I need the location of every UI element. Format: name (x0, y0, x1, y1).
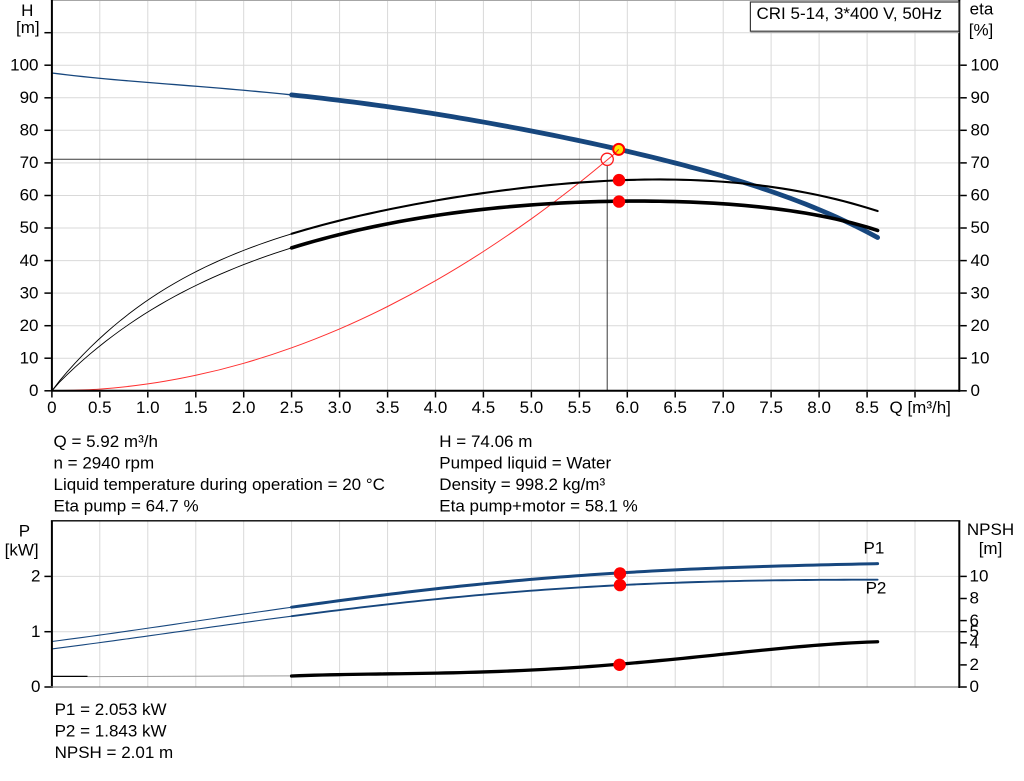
svg-text:20: 20 (971, 316, 990, 335)
svg-text:7.0: 7.0 (711, 398, 735, 417)
svg-text:40: 40 (20, 251, 39, 270)
svg-text:0.5: 0.5 (88, 398, 112, 417)
svg-text:[kW]: [kW] (5, 541, 39, 560)
svg-text:2: 2 (31, 567, 40, 586)
svg-text:30: 30 (971, 283, 990, 302)
svg-text:4: 4 (970, 633, 979, 652)
svg-text:5.5: 5.5 (568, 398, 592, 417)
svg-text:1: 1 (31, 622, 40, 641)
svg-text:Eta pump+motor = 58.1 %: Eta pump+motor = 58.1 % (439, 496, 637, 515)
svg-text:3.5: 3.5 (376, 398, 400, 417)
svg-text:H: H (21, 1, 33, 20)
svg-text:80: 80 (971, 121, 990, 140)
svg-text:2: 2 (970, 655, 979, 674)
svg-text:4.5: 4.5 (472, 398, 496, 417)
svg-text:100: 100 (971, 55, 999, 74)
svg-text:60: 60 (20, 186, 39, 205)
svg-text:[%]: [%] (969, 21, 994, 40)
svg-text:50: 50 (971, 218, 990, 237)
svg-text:3.0: 3.0 (328, 398, 352, 417)
svg-text:1.0: 1.0 (136, 398, 160, 417)
svg-text:2.5: 2.5 (280, 398, 304, 417)
svg-text:Pumped liquid = Water: Pumped liquid = Water (439, 453, 611, 472)
svg-text:Liquid temperature during oper: Liquid temperature during operation = 20… (54, 475, 385, 494)
svg-text:CRI 5-14, 3*400 V, 50Hz: CRI 5-14, 3*400 V, 50Hz (757, 4, 943, 23)
svg-text:0: 0 (29, 381, 38, 400)
svg-text:10: 10 (20, 348, 39, 367)
svg-text:2.0: 2.0 (232, 398, 256, 417)
svg-text:90: 90 (20, 88, 39, 107)
svg-text:0: 0 (31, 677, 40, 696)
svg-text:7.5: 7.5 (759, 398, 783, 417)
svg-text:[m]: [m] (16, 18, 40, 37)
svg-text:8.0: 8.0 (807, 398, 831, 417)
svg-text:60: 60 (971, 186, 990, 205)
svg-text:NPSH: NPSH (967, 520, 1014, 539)
svg-text:eta: eta (970, 0, 994, 19)
svg-text:H = 74.06 m: H = 74.06 m (439, 432, 532, 451)
svg-text:0: 0 (970, 677, 979, 696)
svg-text:50: 50 (20, 218, 39, 237)
svg-text:20: 20 (20, 316, 39, 335)
svg-text:P2: P2 (866, 578, 887, 597)
svg-text:P: P (19, 522, 30, 541)
svg-text:6.0: 6.0 (615, 398, 639, 417)
svg-text:n = 2940 rpm: n = 2940 rpm (54, 453, 155, 472)
svg-text:5: 5 (970, 622, 979, 641)
svg-text:5.0: 5.0 (520, 398, 544, 417)
svg-text:P1 = 2.053 kW: P1 = 2.053 kW (55, 700, 167, 719)
svg-text:1.5: 1.5 (184, 398, 208, 417)
svg-text:40: 40 (971, 251, 990, 270)
svg-text:8.5: 8.5 (855, 398, 879, 417)
svg-text:30: 30 (20, 283, 39, 302)
svg-text:70: 70 (971, 153, 990, 172)
svg-text:Q = 5.92 m³/h: Q = 5.92 m³/h (54, 432, 158, 451)
svg-text:0: 0 (971, 381, 980, 400)
svg-text:100: 100 (10, 55, 38, 74)
svg-text:80: 80 (20, 121, 39, 140)
svg-text:Eta pump = 64.7 %: Eta pump = 64.7 % (54, 496, 199, 515)
svg-text:90: 90 (971, 88, 990, 107)
svg-text:10: 10 (971, 348, 990, 367)
svg-text:0: 0 (47, 398, 56, 417)
svg-text:10: 10 (970, 567, 989, 586)
svg-text:NPSH = 2.01 m: NPSH = 2.01 m (55, 743, 174, 762)
svg-text:Q [m³/h]: Q [m³/h] (890, 398, 951, 417)
svg-text:P2 = 1.843 kW: P2 = 1.843 kW (55, 722, 167, 741)
svg-text:P1: P1 (864, 538, 885, 557)
svg-text:8: 8 (970, 589, 979, 608)
svg-text:Density = 998.2 kg/m³: Density = 998.2 kg/m³ (439, 475, 605, 494)
svg-text:6.5: 6.5 (663, 398, 687, 417)
svg-text:70: 70 (20, 153, 39, 172)
svg-text:6: 6 (970, 611, 979, 630)
svg-text:4.0: 4.0 (424, 398, 448, 417)
svg-text:[m]: [m] (979, 539, 1003, 558)
